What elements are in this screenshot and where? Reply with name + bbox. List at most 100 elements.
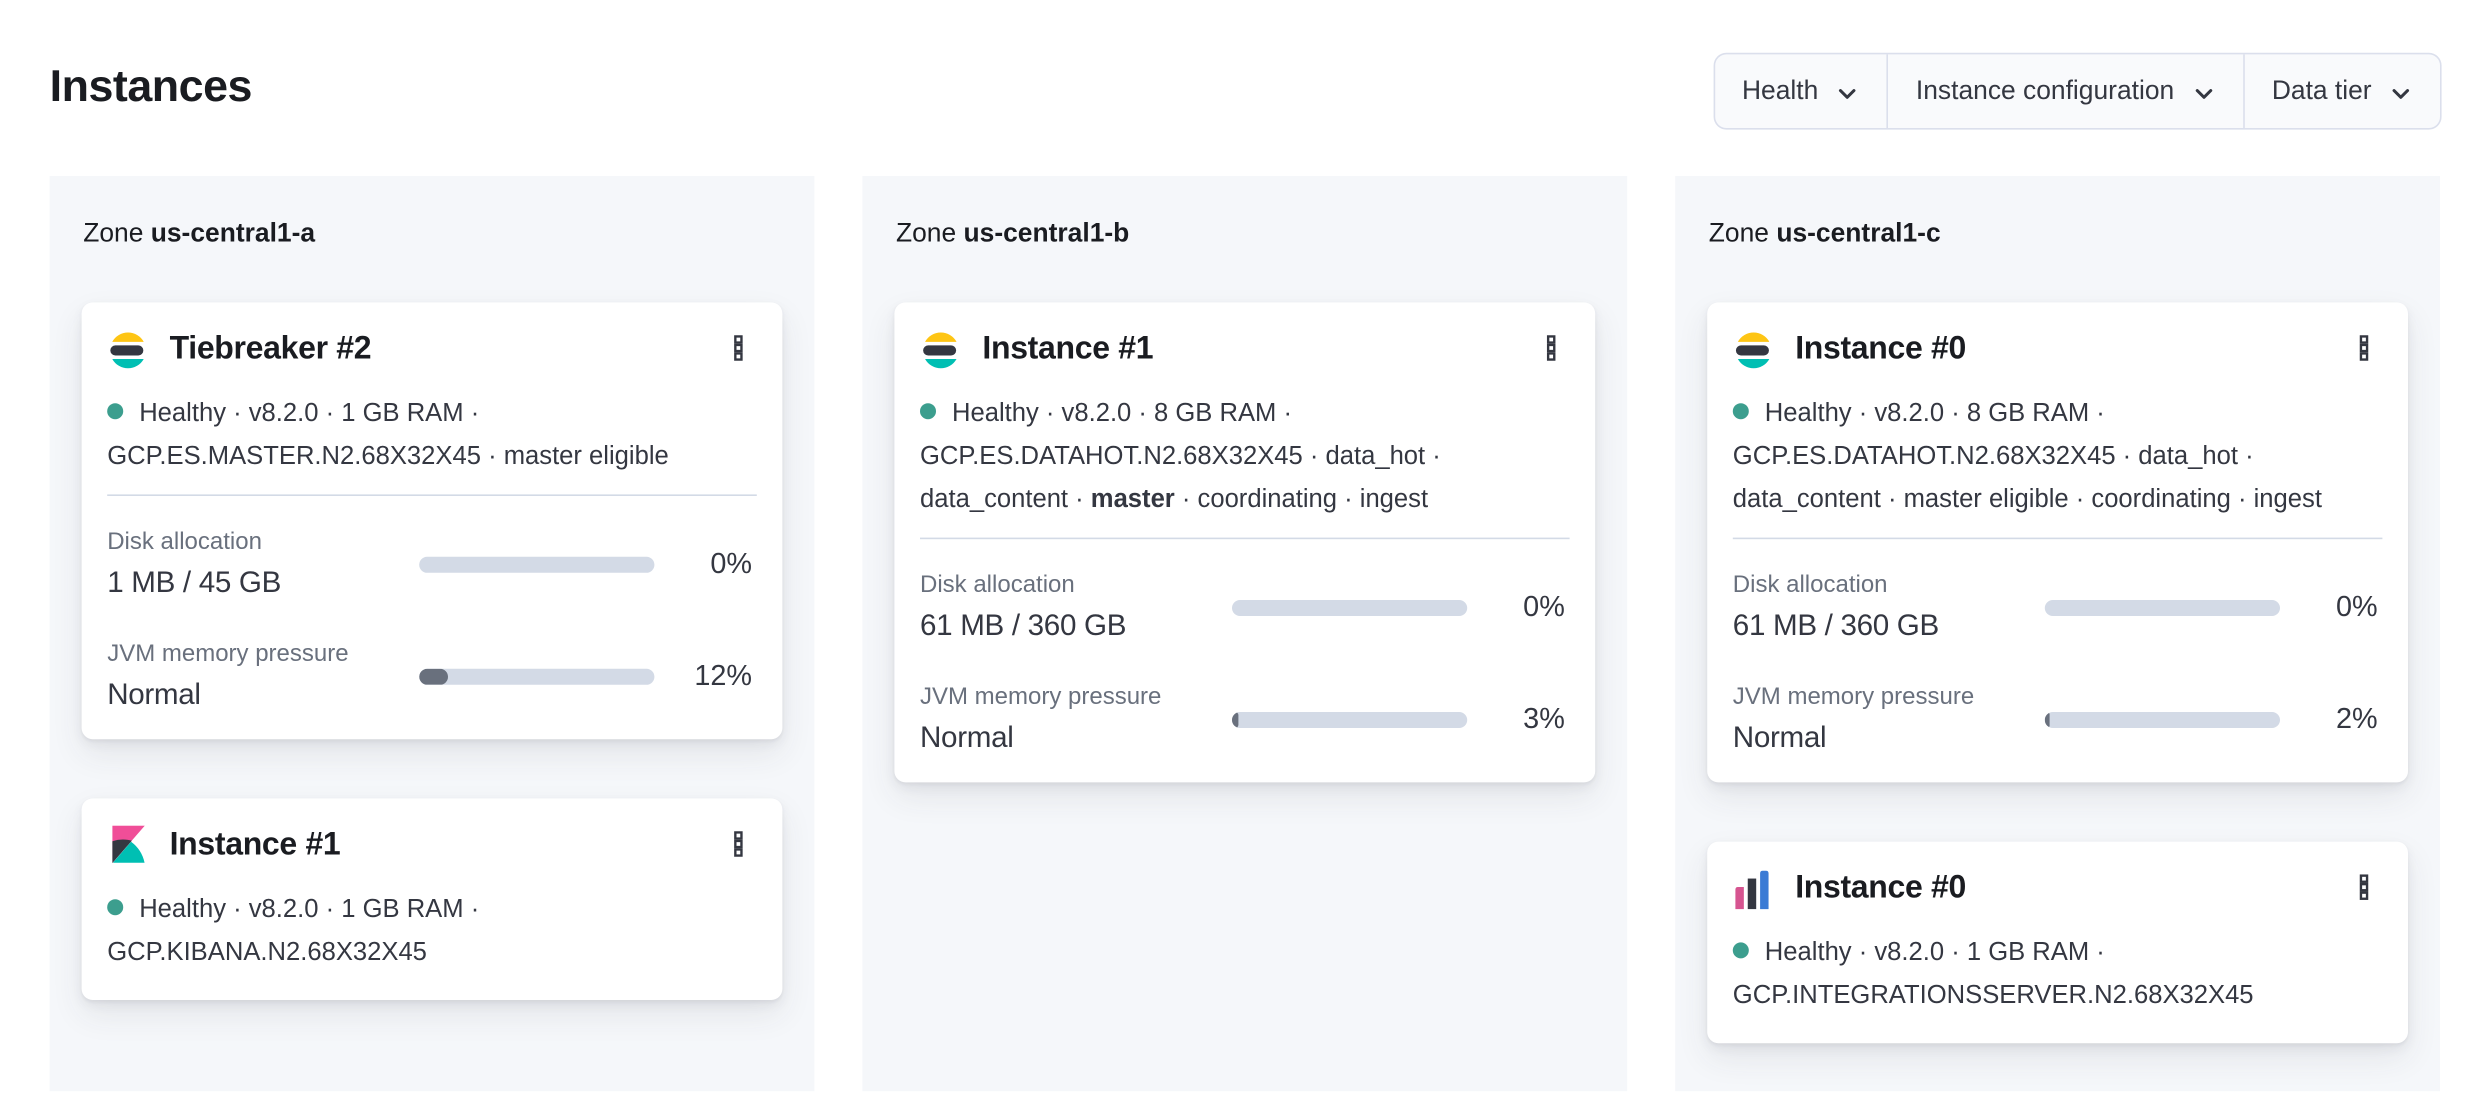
instance-title: Instance #1	[169, 827, 341, 863]
zone-panel-us-central1-c: Zone us-central1-c Instance #0	[1675, 176, 2440, 1092]
filter-health-label: Health	[1741, 76, 1819, 105]
jvm-memory-pressure-value: Normal	[1732, 720, 1827, 754]
disk-usage-bar	[2044, 599, 2280, 616]
elasticsearch-logo-icon	[107, 329, 149, 371]
instance-card-tiebreaker-2: Tiebreaker #2 Healthy · v8.2.0 · 1 GB RA…	[81, 302, 783, 740]
filter-instance-configuration-button[interactable]: Instance configuration	[1887, 54, 2243, 128]
jvm-memory-pressure-label: JVM memory pressure	[107, 640, 349, 668]
disk-usage-bar	[419, 556, 655, 572]
jvm-memory-pressure-bar	[1232, 711, 1468, 728]
elasticsearch-logo-icon	[920, 329, 962, 371]
disk-allocation-label: Disk allocation	[107, 528, 262, 556]
jvm-memory-pressure-bar	[2044, 711, 2280, 728]
disk-allocation-value: 1 MB / 45 GB	[107, 564, 282, 599]
zone-panel-us-central1-a: Zone us-central1-a Tiebreaker #2	[49, 176, 815, 1092]
zone-label: Zone us-central1-c	[1709, 219, 2407, 249]
jvm-memory-pressure-bar	[419, 668, 655, 684]
instance-card-es-0: Instance #0 Healthy · v8.2.0 · 8 GB RAM …	[1707, 302, 2408, 783]
instance-stats: Disk allocation 61 MB / 360 GB 0% JVM me…	[1733, 539, 2383, 757]
instance-meta: Healthy · v8.2.0 · 1 GB RAM · GCP.KIBANA…	[107, 888, 757, 974]
instance-meta-text: · coordinating · ingest	[1174, 486, 1429, 514]
instance-stats: Disk allocation 61 MB / 360 GB 0% JVM me…	[920, 539, 1570, 757]
integrations-server-logo-icon	[1733, 868, 1775, 910]
disk-usage-percent: 0%	[2335, 590, 2378, 623]
jvm-memory-pressure-label: JVM memory pressure	[1732, 683, 1975, 711]
boxes-vertical-icon	[2358, 334, 2368, 360]
zone-label-prefix: Zone	[1708, 219, 1769, 248]
disk-usage-percent: 0%	[710, 547, 752, 580]
elasticsearch-logo-icon	[1733, 329, 1775, 371]
zone-label: Zone us-central1-a	[83, 219, 781, 249]
jvm-memory-pressure-percent: 3%	[1523, 702, 1565, 735]
instance-actions-menu-button[interactable]	[2344, 867, 2382, 905]
disk-allocation-row: Disk allocation 1 MB / 45 GB 0%	[107, 526, 757, 601]
filter-data-tier-label: Data tier	[2271, 76, 2372, 105]
boxes-vertical-icon	[733, 334, 742, 360]
jvm-memory-pressure-label: JVM memory pressure	[920, 683, 1162, 711]
boxes-vertical-icon	[2358, 873, 2368, 900]
filter-data-tier-button[interactable]: Data tier	[2243, 54, 2440, 128]
instance-meta-text: Healthy · v8.2.0 · 8 GB RAM · GCP.ES.DAT…	[1732, 400, 2322, 514]
instance-title: Tiebreaker #2	[169, 331, 372, 367]
jvm-memory-pressure-value: Normal	[107, 676, 201, 711]
filter-health-button[interactable]: Health	[1715, 54, 1887, 128]
instance-card-kibana-1: Instance #1 Healthy · v8.2.0 · 1 GB RAM …	[81, 798, 783, 1000]
instance-stats: Disk allocation 1 MB / 45 GB 0% JVM memo…	[107, 496, 757, 714]
page-header: Instances Health Instance configuration …	[0, 0, 2490, 144]
disk-allocation-label: Disk allocation	[920, 571, 1075, 599]
boxes-vertical-icon	[733, 830, 742, 856]
instance-role-master: master	[1090, 486, 1175, 514]
page-title: Instances	[49, 60, 253, 111]
jvm-memory-pressure-row: JVM memory pressure Normal 3%	[920, 682, 1570, 757]
health-status-dot	[107, 403, 124, 420]
jvm-memory-pressure-row: JVM memory pressure Normal 2%	[1733, 682, 2383, 757]
instance-card-es-1: Instance #1 Healthy · v8.2.0 · 8 GB RAM …	[894, 302, 1596, 783]
chevron-down-icon	[2195, 88, 2213, 99]
zone-name: us-central1-a	[150, 219, 316, 248]
chevron-down-icon	[2392, 88, 2410, 99]
instance-meta: Healthy · v8.2.0 · 8 GB RAM · GCP.ES.DAT…	[1732, 392, 2383, 522]
health-status-dot	[107, 899, 124, 916]
disk-allocation-value: 61 MB / 360 GB	[920, 608, 1127, 642]
filter-instance-configuration-label: Instance configuration	[1915, 76, 2175, 105]
disk-allocation-label: Disk allocation	[1732, 571, 1888, 599]
instance-meta-text: Healthy · v8.2.0 · 1 GB RAM · GCP.ES.MAS…	[107, 400, 669, 471]
health-status-dot	[920, 403, 936, 420]
instance-title: Instance #0	[1795, 870, 1966, 906]
zone-panel-us-central1-b: Zone us-central1-b Instance #1	[862, 176, 1628, 1092]
disk-usage-percent: 0%	[1523, 590, 1565, 623]
kibana-logo-icon	[107, 824, 149, 867]
divider	[107, 494, 757, 496]
instance-meta: Healthy · v8.2.0 · 1 GB RAM · GCP.ES.MAS…	[107, 392, 757, 478]
divider	[920, 537, 1570, 540]
zones-row: Zone us-central1-a Tiebreaker #2	[0, 176, 2490, 1092]
disk-usage-bar	[1232, 599, 1468, 616]
zone-label-prefix: Zone	[896, 219, 957, 248]
zone-name: us-central1-c	[1776, 219, 1941, 248]
disk-allocation-row: Disk allocation 61 MB / 360 GB 0%	[1733, 570, 2383, 645]
divider	[1732, 537, 2383, 540]
filter-group: Health Instance configuration Data tier	[1713, 52, 2442, 130]
instance-meta: Healthy · v8.2.0 · 1 GB RAM · GCP.INTEGR…	[1732, 931, 2383, 1017]
instance-meta-text: Healthy · v8.2.0 · 1 GB RAM · GCP.INTEGR…	[1732, 939, 2254, 1010]
jvm-memory-pressure-percent: 12%	[694, 659, 752, 692]
instance-card-integrations-0: Instance #0 Healthy · v8.2.0 · 1 GB RAM …	[1707, 841, 2408, 1044]
instance-actions-menu-button[interactable]	[2344, 328, 2382, 366]
zone-label: Zone us-central1-b	[896, 219, 1594, 249]
instance-meta-text: Healthy · v8.2.0 · 1 GB RAM · GCP.KIBANA…	[107, 896, 480, 967]
zone-label-prefix: Zone	[83, 219, 144, 248]
disk-allocation-value: 61 MB / 360 GB	[1732, 608, 1939, 642]
jvm-memory-pressure-value: Normal	[920, 720, 1014, 754]
boxes-vertical-icon	[1546, 334, 1555, 360]
instance-actions-menu-button[interactable]	[718, 328, 756, 366]
health-status-dot	[1732, 403, 1749, 420]
instance-actions-menu-button[interactable]	[1531, 328, 1569, 366]
instance-meta: Healthy · v8.2.0 · 8 GB RAM · GCP.ES.DAT…	[920, 392, 1570, 522]
instance-actions-menu-button[interactable]	[718, 824, 756, 862]
instance-title: Instance #1	[982, 331, 1154, 367]
instance-title: Instance #0	[1795, 331, 1966, 367]
zone-name: us-central1-b	[963, 219, 1130, 248]
instance-meta-text: Healthy · v8.2.0 · 8 GB RAM · GCP.ES.DAT…	[920, 400, 1441, 514]
chevron-down-icon	[1839, 88, 1857, 99]
